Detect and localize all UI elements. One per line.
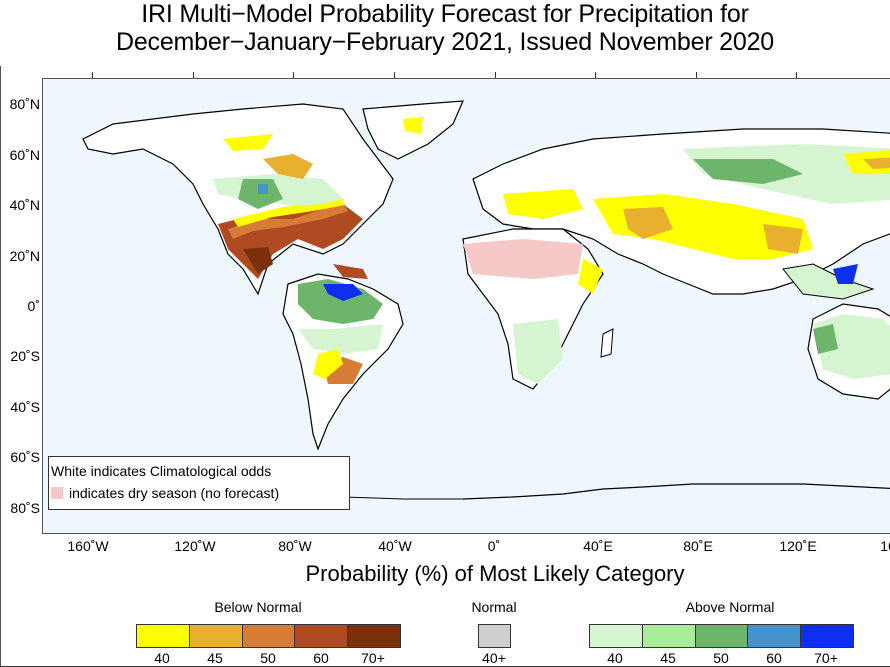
below-60-swatch (295, 625, 348, 647)
above-45-swatch (643, 625, 696, 647)
x-tick-top (495, 72, 496, 78)
climatology-note: White indicates Climatological odds (51, 463, 272, 479)
x-tick-label: 120˚W (174, 538, 216, 554)
x-tick-label: 16 (880, 538, 890, 554)
below-label: 70+ (361, 650, 385, 666)
x-tick-top (394, 72, 395, 78)
x-tick-label: 40˚E (583, 538, 613, 554)
below-normal-title: Below Normal (214, 599, 302, 615)
world-map (82, 100, 890, 500)
below-label: 60 (313, 650, 329, 666)
dry-season-note: indicates dry season (no forecast) (51, 485, 279, 501)
below-45-swatch (190, 625, 243, 647)
x-tick-label: 40˚W (378, 538, 412, 554)
x-tick-top (293, 72, 294, 78)
above-normal-title: Above Normal (685, 599, 775, 615)
above-normal-colorbar (589, 624, 854, 648)
below-70-swatch (348, 625, 400, 647)
y-tick-label: 20˚S (10, 348, 40, 364)
normal-40-swatch (479, 625, 510, 647)
map-note-box: White indicates Climatological odds indi… (48, 456, 350, 510)
x-tick-top (796, 72, 797, 78)
above-label: 50 (713, 650, 729, 666)
above-label: 40 (607, 650, 623, 666)
below-normal-colorbar (136, 624, 401, 648)
x-tick-top (92, 72, 93, 78)
left-border (0, 66, 1, 667)
above-60-swatch (748, 625, 801, 647)
x-tick-label: 120˚E (779, 538, 817, 554)
x-tick-label: 80˚W (278, 538, 312, 554)
chart-title: IRI Multi−Model Probability Forecast for… (0, 0, 890, 56)
x-tick-label: 80˚E (683, 538, 713, 554)
below-50-swatch (243, 625, 295, 647)
x-tick-top (193, 72, 194, 78)
x-tick-label: 0˚ (487, 538, 501, 554)
y-tick-label: 40˚N (9, 197, 40, 213)
x-tick-top (595, 72, 596, 78)
title-line-2: December−January−February 2021, Issued N… (115, 28, 775, 56)
y-tick-label: 60˚S (10, 449, 40, 465)
above-40-swatch (590, 625, 643, 647)
y-tick-label: 20˚N (9, 248, 40, 264)
x-tick-label: 160˚W (67, 538, 109, 554)
y-tick-label: 40˚S (10, 399, 40, 415)
normal-title: Normal (471, 599, 517, 615)
above-label: 60 (766, 650, 782, 666)
x-tick-top (696, 72, 697, 78)
below-label: 40 (154, 650, 170, 666)
above-50-swatch (696, 625, 748, 647)
below-40-swatch (137, 625, 190, 647)
above-70-swatch (801, 625, 853, 647)
normal-label: 40+ (482, 650, 506, 666)
dry-season-swatch (51, 487, 63, 499)
above-label: 45 (660, 650, 676, 666)
y-tick-label: 0˚ (27, 298, 40, 314)
x-axis-title: Probability (%) of Most Likely Category (305, 561, 685, 586)
y-tick-label: 80˚N (9, 96, 40, 112)
y-tick-label: 80˚S (10, 500, 40, 516)
below-label: 50 (260, 650, 276, 666)
below-label: 45 (207, 650, 223, 666)
dry-season-label: indicates dry season (no forecast) (69, 485, 280, 501)
title-line-1: IRI Multi−Model Probability Forecast for… (141, 0, 749, 28)
normal-colorbar (478, 624, 511, 648)
above-label: 70+ (814, 650, 838, 666)
y-tick-label: 60˚N (9, 147, 40, 163)
